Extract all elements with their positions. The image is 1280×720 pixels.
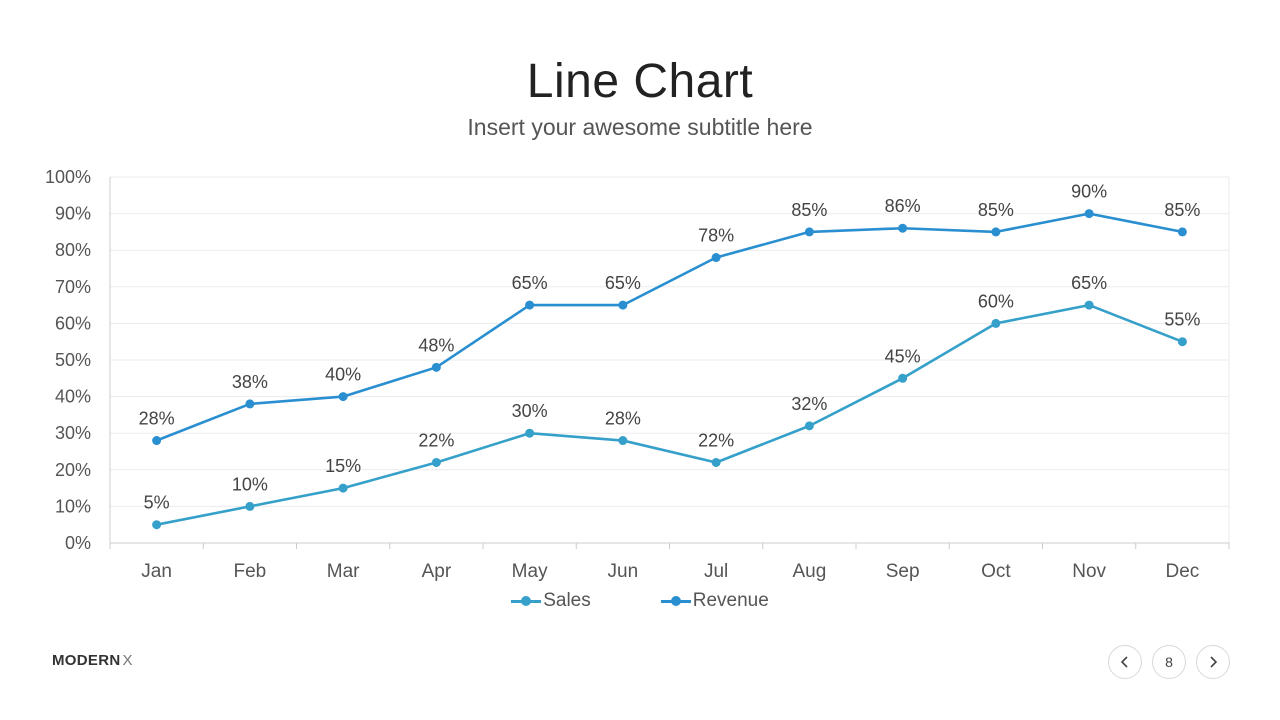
data-point-revenue [525,300,535,310]
brand-logo: MODERN X [52,652,133,669]
page-number: 8 [1152,645,1186,679]
series-line-revenue [156,212,1183,442]
y-tick-label: 60% [55,313,91,333]
x-tick-label: Mar [327,561,360,582]
data-point-sales [1084,300,1094,310]
chevron-right-icon [1210,656,1218,668]
data-point-sales [152,520,162,530]
data-point-revenue [898,223,908,233]
data-label-revenue: 78% [698,226,734,246]
y-tick-label: 70% [55,277,91,297]
data-point-revenue [245,399,255,409]
x-tick-label: Apr [422,561,452,582]
data-label-sales: 60% [978,291,1014,311]
brand-name: MODERN [52,652,121,669]
data-label-revenue: 86% [885,196,921,216]
legend-item-sales[interactable]: Sales [511,590,591,612]
chart-legend: Sales Revenue [0,590,1280,612]
next-page-button[interactable] [1196,645,1230,679]
data-label-revenue: 40% [325,365,361,385]
data-label-sales: 45% [885,346,921,366]
chevron-left-icon [1120,656,1128,668]
data-label-sales: 30% [512,401,548,421]
y-tick-label: 20% [55,460,91,480]
data-label-sales: 22% [698,430,734,450]
data-label-revenue: 28% [139,409,175,429]
legend-dot-sales [521,596,532,606]
data-label-revenue: 85% [978,200,1014,220]
prev-page-button[interactable] [1108,645,1142,679]
data-label-sales: 32% [791,394,827,414]
data-label-revenue: 38% [232,372,268,392]
data-point-revenue [711,253,721,263]
x-tick-label: Jun [608,561,639,582]
legend-label-revenue: Revenue [692,590,769,611]
data-point-revenue [431,362,441,372]
x-tick-label: Nov [1072,561,1106,582]
x-tick-label: Jul [704,561,728,582]
data-label-sales: 28% [605,409,641,429]
data-label-revenue: 90% [1071,182,1107,202]
data-label-revenue: 65% [605,273,641,293]
data-point-sales [618,436,628,446]
data-label-sales: 5% [144,493,170,513]
data-point-sales [991,318,1001,328]
data-label-sales: 55% [1164,310,1200,330]
slide-title: Line Chart [526,55,754,108]
data-point-sales [1177,337,1187,347]
legend-swatch-revenue [660,594,691,608]
x-tick-label: Jan [141,561,172,582]
data-point-revenue [1177,227,1187,237]
y-tick-label: 10% [55,496,91,516]
line-chart: 0% 10% 20% 30% 40% 50% 60% 70% 80% 90% 100% Jan Feb M… [45,167,1230,582]
data-point-sales [711,457,721,467]
series-line-sales [156,303,1183,526]
data-point-revenue [1084,209,1094,219]
brand-suffix: X [122,652,133,669]
legend-swatch-sales [511,594,542,608]
x-tick-label: Feb [234,561,267,582]
y-tick-label: 50% [55,350,91,370]
legend-label-sales: Sales [543,590,591,611]
y-tick-label: 30% [55,423,91,443]
legend-item-revenue[interactable]: Revenue [660,590,769,612]
x-tick-label: Oct [981,561,1011,582]
data-point-sales [898,373,908,383]
data-label-sales: 22% [418,430,454,450]
pagination: 8 [1108,645,1230,679]
x-tick-label: May [512,561,548,582]
y-tick-label: 100% [45,167,91,187]
y-tick-label: 40% [55,387,91,407]
x-tick-label: Aug [792,561,826,582]
y-tick-label: 90% [55,204,91,224]
y-tick-label: 0% [65,533,91,553]
data-label-revenue: 65% [512,273,548,293]
y-tick-label: 80% [55,240,91,260]
data-point-sales [804,421,814,431]
data-point-sales [338,483,348,493]
data-point-revenue [152,436,162,446]
data-point-revenue [618,300,628,310]
data-point-sales [525,428,535,438]
data-label-revenue: 85% [791,200,827,220]
data-point-sales [245,501,255,511]
data-label-sales: 65% [1071,273,1107,293]
data-point-revenue [338,392,348,402]
data-label-sales: 15% [325,456,361,476]
x-tick-label: Dec [1165,561,1199,582]
data-point-revenue [991,227,1001,237]
data-label-revenue: 48% [418,335,454,355]
slide-subtitle: Insert your awesome subtitle here [467,114,813,140]
data-label-sales: 10% [232,474,268,494]
x-tick-label: Sep [886,561,920,582]
data-label-revenue: 85% [1164,200,1200,220]
data-point-sales [431,457,441,467]
legend-dot-revenue [670,596,681,606]
data-point-revenue [804,227,814,237]
